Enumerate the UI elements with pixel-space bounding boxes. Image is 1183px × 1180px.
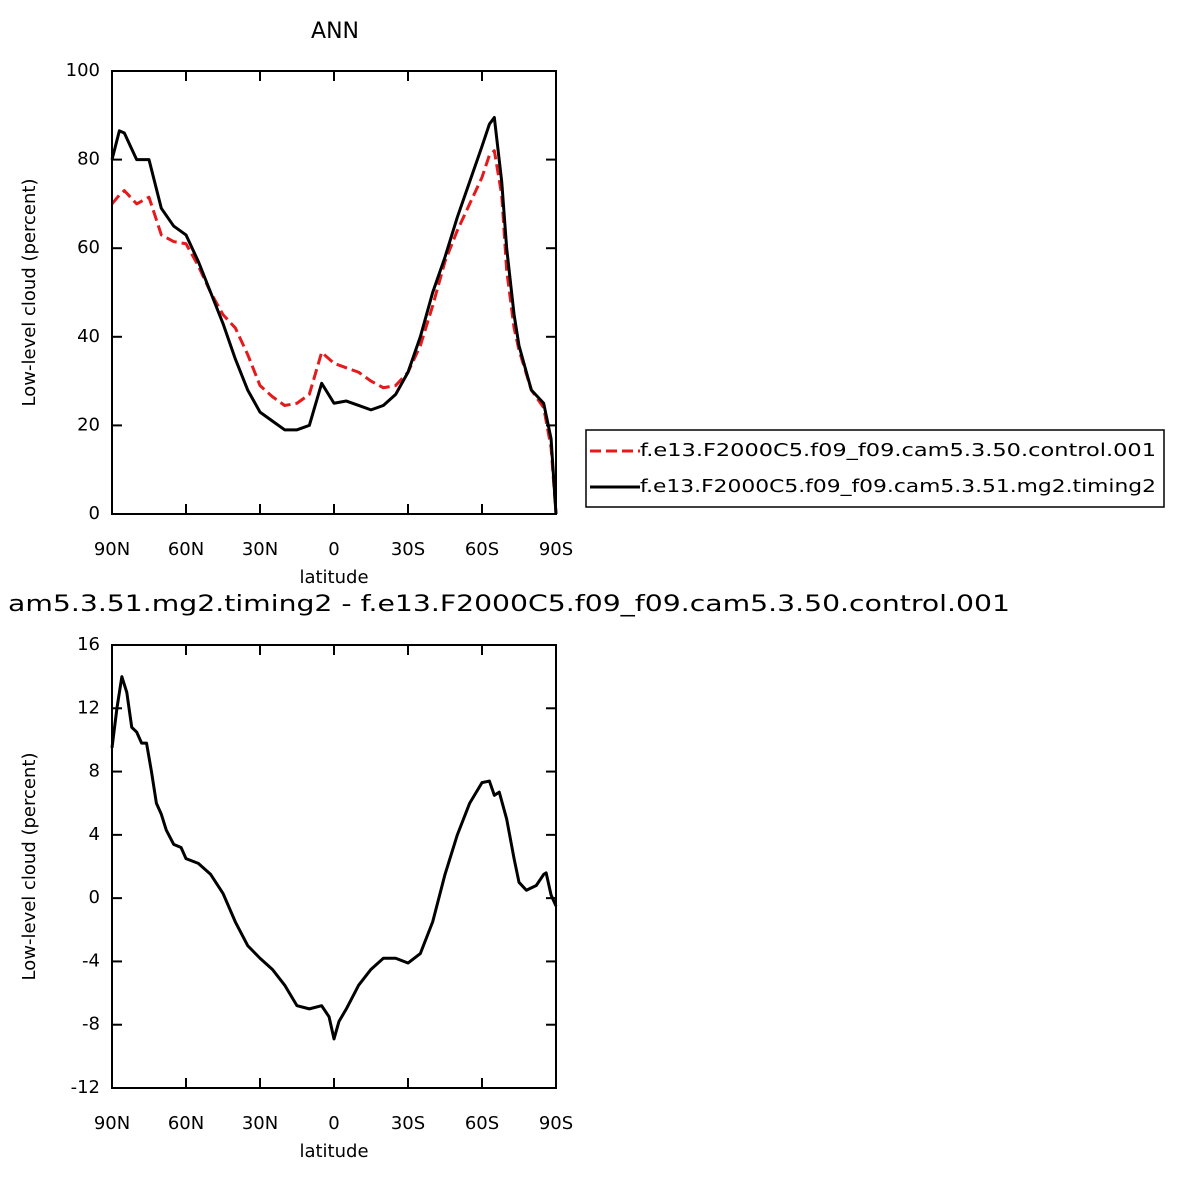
legend-label: f.e13.F2000C5.f09_f09.cam5.3.51.mg2.timi… xyxy=(640,476,1156,497)
x-tick-label: 30S xyxy=(391,539,425,560)
y-tick-label: -4 xyxy=(82,950,100,971)
y-tick-label: 4 xyxy=(89,824,100,845)
y-axis-label: Low-level cloud (percent) xyxy=(19,179,40,407)
x-tick-label: 90S xyxy=(539,539,573,560)
chart-title: ANN xyxy=(311,19,359,44)
plot-frame xyxy=(111,70,557,515)
legend-label: f.e13.F2000C5.f09_f09.cam5.3.50.control.… xyxy=(640,440,1156,461)
x-tick-label: 60S xyxy=(465,539,499,560)
y-tick-label: 40 xyxy=(77,326,100,347)
y-tick-label: 60 xyxy=(77,237,100,258)
plot-frame xyxy=(111,644,557,1089)
legend-box xyxy=(585,429,1165,508)
y-tick-label: 16 xyxy=(77,634,100,655)
y-tick-label: 0 xyxy=(89,887,100,908)
data-line xyxy=(110,116,558,515)
x-tick-label: 0 xyxy=(328,539,339,560)
x-tick-label: 90N xyxy=(94,1113,130,1134)
x-tick-label: 60S xyxy=(465,1113,499,1134)
y-tick-label: 80 xyxy=(77,149,100,170)
x-tick-label: 30N xyxy=(242,1113,278,1134)
chart-title: am5.3.51.mg2.timing2 - f.e13.F2000C5.f09… xyxy=(8,592,1010,617)
y-tick-label: 8 xyxy=(89,761,100,782)
y-tick-label: 0 xyxy=(89,503,100,524)
x-tick-label: 30N xyxy=(242,539,278,560)
x-tick-label: 30S xyxy=(391,1113,425,1134)
x-tick-label: 60N xyxy=(168,539,204,560)
x-tick-label: 90N xyxy=(94,539,130,560)
x-axis-label: latitude xyxy=(299,567,368,588)
x-tick-label: 60N xyxy=(168,1113,204,1134)
y-tick-label: 12 xyxy=(77,697,100,718)
y-tick-label: 20 xyxy=(77,414,100,435)
y-tick-label: -12 xyxy=(71,1077,100,1098)
data-line xyxy=(110,675,558,1041)
x-tick-label: 90S xyxy=(539,1113,573,1134)
y-tick-label: -8 xyxy=(82,1014,100,1035)
x-tick-label: 0 xyxy=(328,1113,339,1134)
x-axis-label: latitude xyxy=(299,1141,368,1162)
data-line xyxy=(110,149,558,515)
y-tick-label: 100 xyxy=(66,60,100,81)
y-axis-label: Low-level cloud (percent) xyxy=(19,753,40,981)
